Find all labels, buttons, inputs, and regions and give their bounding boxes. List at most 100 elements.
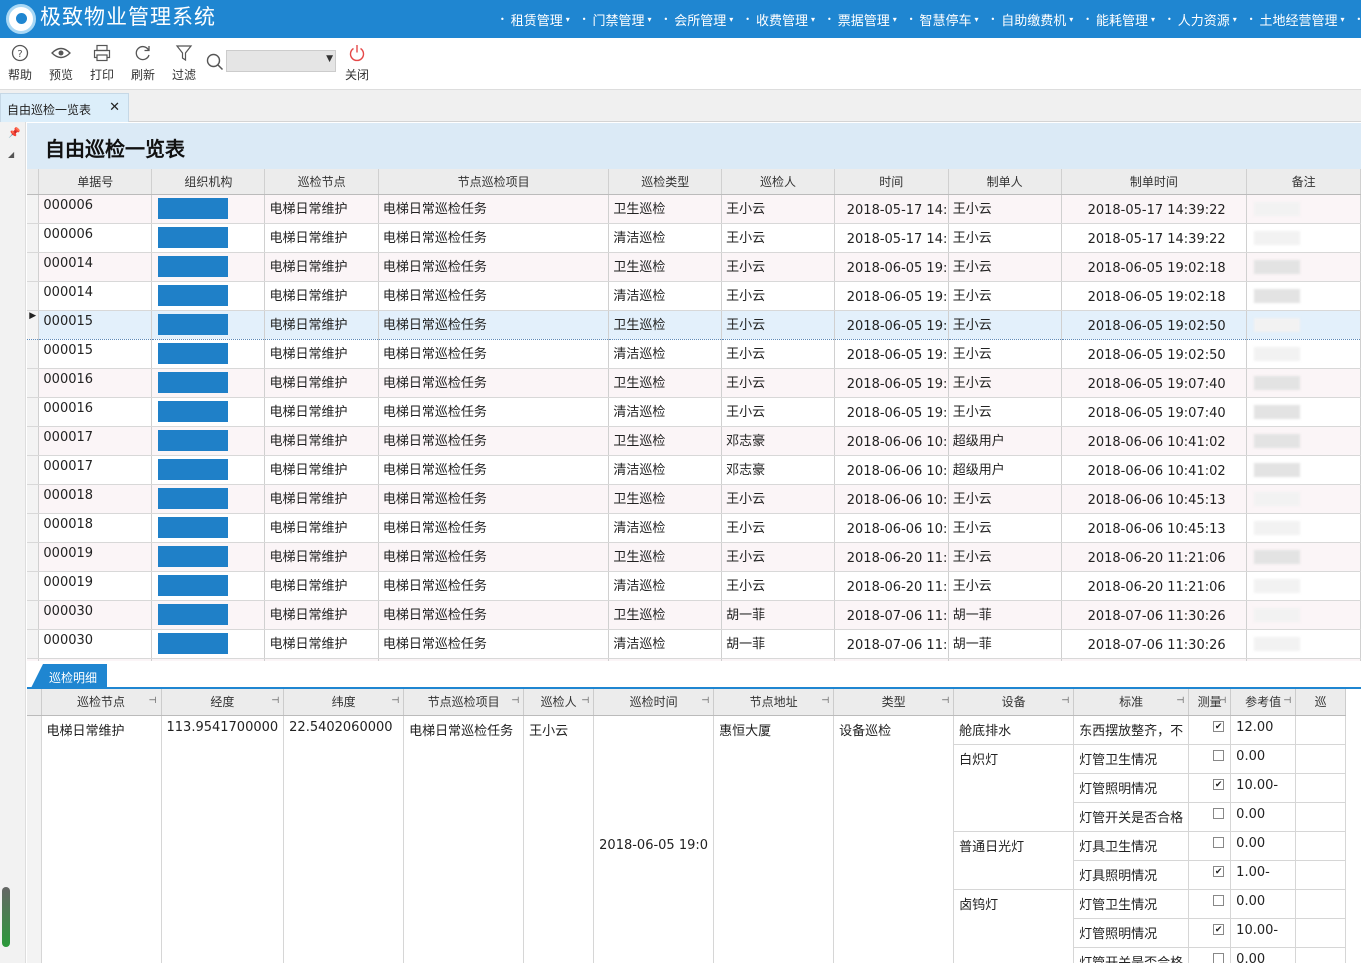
column-pin-icon[interactable]: ⊣ [271, 696, 280, 706]
print-button[interactable]: 打印 [84, 42, 120, 83]
row-indicator[interactable] [27, 571, 40, 601]
detail-row[interactable]: 灯管开关是否合格 0.00 [27, 947, 1347, 963]
column-pin-icon[interactable]: ⊣ [581, 696, 590, 706]
row-indicator[interactable] [27, 194, 40, 224]
search-combobox[interactable]: ▼ [226, 50, 336, 72]
detail-column-header-11[interactable]: 参考值 ⊣ [1230, 689, 1297, 716]
column-pin-icon[interactable]: ⊣ [1283, 696, 1292, 706]
detail-row[interactable]: 灯管照明情况 ✔ 10.00- [27, 773, 1347, 803]
table-row[interactable]: 000017 电梯日常维护 电梯日常巡检任务 清洁巡检 邓志豪 2018-06-06 10… [27, 455, 1361, 485]
collapse-arrow-icon[interactable]: ◢ [8, 150, 15, 159]
detail-row[interactable]: 普通日光灯 灯具卫生情况 0.00 [27, 831, 1347, 890]
column-header-6[interactable]: 时间 [834, 169, 949, 195]
menu-item-5[interactable]: • 智慧停车 ▾ [909, 10, 979, 29]
column-header-8[interactable]: 制单时间 [1061, 169, 1248, 195]
row-indicator[interactable] [27, 281, 40, 311]
table-row[interactable]: ▶ 000015 电梯日常维护 电梯日常巡检任务 卫生巡检 王小云 2018-06-05 1… [27, 309, 1361, 340]
menu-item-6[interactable]: • 自助缴费机 ▾ [991, 10, 1074, 29]
table-row[interactable]: 000019 电梯日常维护 电梯日常巡检任务 卫生巡检 王小云 2018-06-20 11… [27, 542, 1361, 572]
preview-button[interactable]: 预览 [43, 42, 79, 83]
column-pin-icon[interactable]: ⊣ [701, 696, 710, 706]
column-header-1[interactable]: 组织机构 [151, 169, 266, 195]
column-header-2[interactable]: 巡检节点 [264, 169, 379, 195]
help-button[interactable]: ? 帮助 [2, 42, 38, 83]
menu-item-10[interactable]: •客运业务▾ [1357, 10, 1361, 29]
measured-checkbox[interactable] [1213, 836, 1225, 848]
column-pin-icon[interactable]: ⊣ [391, 696, 400, 706]
measured-checkbox[interactable] [1213, 749, 1225, 761]
row-indicator[interactable] [27, 339, 40, 369]
menu-item-3[interactable]: • 收费管理 ▾ [745, 10, 815, 29]
row-indicator[interactable] [27, 426, 40, 456]
column-header-4[interactable]: 巡检类型 [608, 169, 723, 195]
table-row[interactable]: 000030 电梯日常维护 电梯日常巡检任务 清洁巡检 胡一菲 2018-07-06 11… [27, 629, 1361, 659]
menu-item-8[interactable]: • 人力资源 ▾ [1167, 10, 1237, 29]
detail-column-header-9[interactable]: 标准 ⊣ [1073, 689, 1190, 716]
menu-item-1[interactable]: • 门禁管理 ▾ [582, 10, 652, 29]
table-row[interactable]: 000017 电梯日常维护 电梯日常巡检任务 卫生巡检 邓志豪 2018-06-06 10… [27, 426, 1361, 456]
detail-column-header-2[interactable]: 纬度 ⊣ [283, 689, 405, 716]
search-icon[interactable] [206, 53, 224, 71]
column-pin-icon[interactable]: ⊣ [1218, 696, 1227, 706]
detail-row[interactable]: 白炽灯 灯管卫生情况 0.00 [27, 744, 1347, 832]
table-row[interactable]: 000030 电梯日常维护 电梯日常巡检任务 卫生巡检 胡一菲 2018-07-06 11… [27, 600, 1361, 630]
column-header-7[interactable]: 制单人 [948, 169, 1062, 195]
table-row[interactable]: 000006 电梯日常维护 电梯日常巡检任务 卫生巡检 王小云 2018-05-17 14… [27, 194, 1361, 224]
tab-close-icon[interactable]: ✕ [109, 100, 120, 115]
pin-icon[interactable]: 📌 [8, 128, 21, 139]
row-indicator[interactable] [27, 542, 40, 572]
row-indicator[interactable] [27, 368, 40, 398]
table-row[interactable]: 000018 电梯日常维护 电梯日常巡检任务 卫生巡检 王小云 2018-06-06 10… [27, 484, 1361, 514]
table-row[interactable]: 000015 电梯日常维护 电梯日常巡检任务 清洁巡检 王小云 2018-06-05 19… [27, 339, 1361, 369]
column-header-9[interactable]: 备注 [1246, 169, 1361, 195]
tab-free-inspection-list[interactable]: 自由巡检一览表 ✕ [0, 93, 129, 122]
table-row[interactable]: 000018 电梯日常维护 电梯日常巡检任务 清洁巡检 王小云 2018-06-06 10… [27, 513, 1361, 543]
detail-row[interactable]: 灯具照明情况 ✔ 1.00- [27, 860, 1347, 890]
detail-column-header-5[interactable]: 巡检时间 ⊣ [593, 689, 715, 716]
table-row[interactable]: 000016 电梯日常维护 电梯日常巡检任务 卫生巡检 王小云 2018-06-05 19… [27, 368, 1361, 398]
measured-checkbox[interactable] [1213, 807, 1225, 819]
menu-item-2[interactable]: • 会所管理 ▾ [664, 10, 734, 29]
detail-row[interactable]: 灯管照明情况 ✔ 10.00- [27, 918, 1347, 948]
menu-item-7[interactable]: • 能耗管理 ▾ [1085, 10, 1155, 29]
table-row[interactable]: 000016 电梯日常维护 电梯日常巡检任务 清洁巡检 王小云 2018-06-05 19… [27, 397, 1361, 427]
detail-column-header-3[interactable]: 节点巡检项目 ⊣ [403, 689, 525, 716]
close-button[interactable]: 关闭 [339, 42, 375, 83]
row-indicator[interactable] [27, 484, 40, 514]
column-pin-icon[interactable]: ⊣ [511, 696, 520, 706]
refresh-button[interactable]: 刷新 [125, 42, 161, 83]
column-pin-icon[interactable]: ⊣ [821, 696, 830, 706]
row-indicator[interactable] [27, 252, 40, 282]
row-indicator[interactable] [27, 600, 40, 630]
filter-button[interactable]: 过滤 [166, 42, 202, 83]
row-indicator[interactable] [27, 513, 40, 543]
table-row[interactable]: 000014 电梯日常维护 电梯日常巡检任务 清洁巡检 王小云 2018-06-05 19… [27, 281, 1361, 311]
dropdown-arrow-icon[interactable]: ▼ [326, 54, 333, 64]
detail-column-header-10[interactable]: 测量 ⊣ [1188, 689, 1232, 716]
column-header-5[interactable]: 巡检人 [721, 169, 835, 195]
row-indicator[interactable] [27, 455, 40, 485]
detail-row[interactable]: 电梯日常维护 113.9541700000 22.5402060000 电梯日常巡检任… [27, 715, 1347, 963]
measured-checkbox[interactable]: ✔ [1213, 778, 1225, 790]
column-pin-icon[interactable]: ⊣ [148, 696, 157, 706]
measured-checkbox[interactable] [1213, 952, 1225, 963]
row-indicator[interactable] [27, 629, 40, 659]
detail-column-header-8[interactable]: 设备 ⊣ [953, 689, 1075, 716]
table-row[interactable]: 000014 电梯日常维护 电梯日常巡检任务 卫生巡检 王小云 2018-06-05 19… [27, 252, 1361, 282]
detail-column-header-6[interactable]: 节点地址 ⊣ [713, 689, 835, 716]
measured-checkbox[interactable] [1213, 894, 1225, 906]
menu-item-0[interactable]: • 租赁管理 ▾ [500, 10, 570, 29]
column-pin-icon[interactable]: ⊣ [1176, 696, 1185, 706]
detail-row[interactable]: 卤钨灯 灯管卫生情况 0.00 [27, 889, 1347, 963]
column-header-0[interactable]: 单据号 [38, 169, 153, 195]
table-row[interactable]: 000019 电梯日常维护 电梯日常巡检任务 清洁巡检 王小云 2018-06-20 11… [27, 571, 1361, 601]
measured-checkbox[interactable]: ✔ [1213, 923, 1225, 935]
detail-column-header-4[interactable]: 巡检人 ⊣ [523, 689, 595, 716]
detail-column-header-0[interactable]: 巡检节点 ⊣ [41, 689, 162, 716]
detail-row[interactable]: 灯管开关是否合格 0.00 [27, 802, 1347, 832]
column-header-3[interactable]: 节点巡检项目 [378, 169, 610, 195]
row-indicator[interactable] [27, 223, 40, 253]
detail-column-header-12[interactable]: 巡 [1295, 689, 1347, 716]
menu-item-4[interactable]: • 票据管理 ▾ [827, 10, 897, 29]
table-row[interactable]: 000006 电梯日常维护 电梯日常巡检任务 清洁巡检 王小云 2018-05-17 14… [27, 223, 1361, 253]
